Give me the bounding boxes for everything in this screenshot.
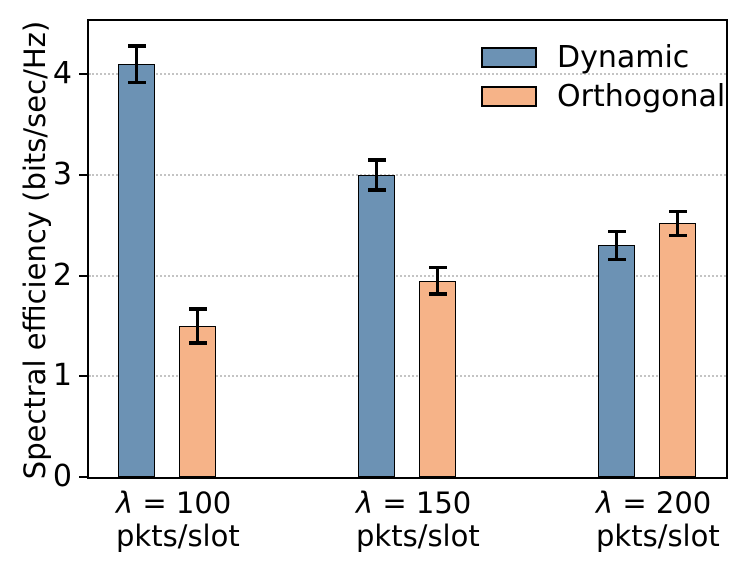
error-bar-dynamic-0 xyxy=(134,46,139,83)
error-cap-top-orthogonal-2 xyxy=(668,209,687,214)
bar-dynamic-1 xyxy=(358,175,395,477)
y-tick-mark-4 xyxy=(79,73,89,76)
plot-area xyxy=(89,21,726,477)
error-cap-top-dynamic-1 xyxy=(367,158,386,162)
error-cap-top-dynamic-0 xyxy=(127,44,146,48)
error-bar-dynamic-1 xyxy=(374,159,379,191)
bar-orthogonal-0 xyxy=(179,326,216,477)
legend-item-dynamic: Dynamic xyxy=(481,38,725,77)
y-tick-label-3: 3 xyxy=(52,157,72,192)
bar-orthogonal-1 xyxy=(419,280,456,477)
y-tick-mark-3 xyxy=(79,174,89,176)
error-cap-bottom-orthogonal-0 xyxy=(188,341,207,345)
legend-label-orthogonal: Orthogonal xyxy=(557,78,726,114)
x-tick-label-0: λ = 100 pkts/slot xyxy=(116,486,240,553)
gridline-y3 xyxy=(89,174,726,176)
x-tick-label-2: λ = 200 pkts/slot xyxy=(596,486,720,553)
y-tick-label-0: 0 xyxy=(52,459,72,494)
y-tick-label-4: 4 xyxy=(52,56,72,92)
error-cap-bottom-orthogonal-1 xyxy=(428,292,447,296)
bar-dynamic-2 xyxy=(598,245,635,477)
legend-swatch-dynamic xyxy=(481,47,537,68)
error-bar-dynamic-2 xyxy=(614,231,619,260)
x-tick-label-1: λ = 150 pkts/slot xyxy=(356,486,480,553)
bar-dynamic-0 xyxy=(118,64,155,477)
error-bar-orthogonal-1 xyxy=(435,267,440,294)
gridline-y4 xyxy=(89,73,726,76)
error-bar-orthogonal-0 xyxy=(195,308,200,344)
error-cap-bottom-dynamic-1 xyxy=(367,188,386,192)
error-cap-bottom-dynamic-0 xyxy=(127,80,146,85)
legend-swatch-orthogonal xyxy=(481,86,537,107)
error-cap-bottom-dynamic-2 xyxy=(607,257,626,262)
error-cap-top-orthogonal-0 xyxy=(188,307,207,311)
error-bar-orthogonal-2 xyxy=(675,211,680,236)
y-tick-mark-0 xyxy=(79,476,89,478)
y-tick-mark-1 xyxy=(79,375,89,378)
y-tick-label-1: 1 xyxy=(52,358,72,394)
legend-item-orthogonal: Orthogonal xyxy=(481,77,725,116)
gridline-y2 xyxy=(89,274,726,277)
bar-orthogonal-2 xyxy=(659,223,696,477)
error-cap-top-dynamic-2 xyxy=(607,229,626,234)
y-tick-label-2: 2 xyxy=(52,257,72,293)
error-cap-bottom-orthogonal-2 xyxy=(668,233,687,238)
y-tick-mark-2 xyxy=(79,274,89,277)
gridline-y1 xyxy=(89,375,726,378)
error-cap-top-orthogonal-1 xyxy=(428,265,447,270)
legend: Dynamic Orthogonal xyxy=(481,38,725,116)
legend-label-dynamic: Dynamic xyxy=(557,39,690,75)
